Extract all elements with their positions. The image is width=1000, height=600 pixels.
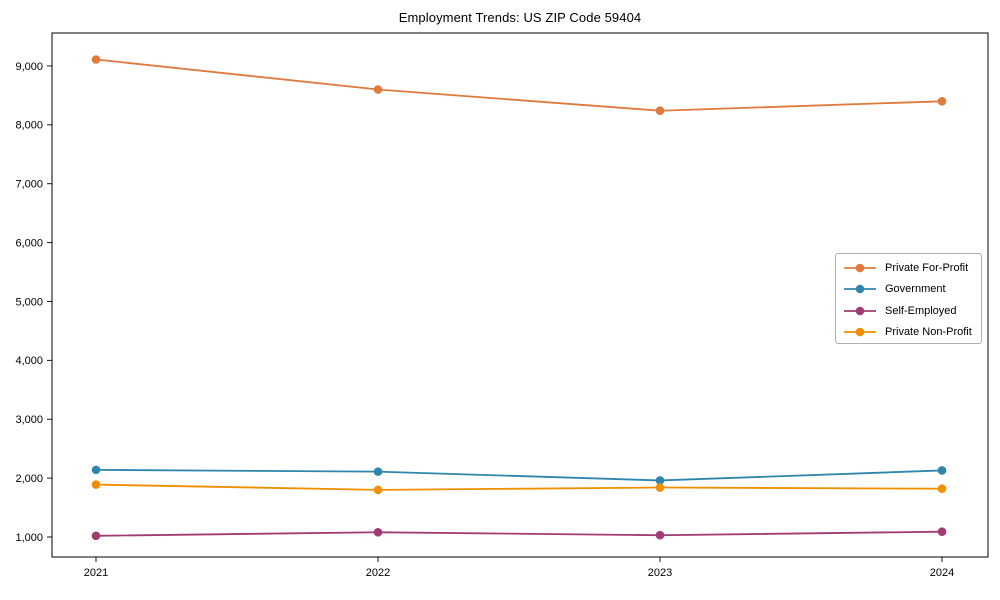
data-point-marker (91, 531, 101, 541)
y-tick-label: 5,000 (15, 296, 43, 308)
chart-title: Employment Trends: US ZIP Code 59404 (398, 10, 642, 25)
data-point-marker (373, 527, 383, 537)
data-point-marker (655, 106, 665, 116)
series-government (91, 465, 947, 485)
data-point-marker (373, 467, 383, 476)
data-point-marker (655, 483, 665, 492)
series-self-employed (91, 527, 947, 541)
legend-label: Private For-Profit (885, 261, 969, 274)
x-tick-label: 2024 (930, 567, 954, 579)
x-tick-label: 2022 (366, 567, 390, 579)
y-tick-label: 1,000 (15, 532, 43, 544)
legend-label: Self-Employed (885, 304, 957, 317)
legend-label: Government (885, 283, 946, 296)
series-line (95, 468, 943, 482)
y-tick-label: 8,000 (15, 120, 43, 132)
x-tick-label: 2021 (84, 567, 108, 579)
legend-item-private-non-profit: Private Non-Profit (843, 322, 975, 344)
legend: Private For-Profit Government Self-Emplo… (835, 253, 982, 344)
data-point-marker (937, 466, 947, 475)
data-point-marker (937, 527, 947, 536)
line-marker-icon (844, 284, 876, 294)
line-marker-icon (844, 306, 876, 316)
data-point-marker (373, 485, 383, 495)
data-point-marker (655, 530, 665, 540)
legend-item-self-employed: Self-Employed (843, 300, 975, 322)
series-private-for-profit (91, 55, 947, 116)
y-tick-label: 3,000 (15, 414, 43, 426)
series-private-non-profit (91, 480, 947, 495)
legend-item-private-for-profit: Private For-Profit (843, 257, 975, 279)
y-tick-label: 2,000 (15, 473, 43, 485)
line-marker-icon (844, 263, 876, 273)
series-line (95, 483, 943, 491)
series-line (95, 530, 943, 537)
data-point-marker (937, 484, 947, 494)
plot-frame (51, 32, 989, 558)
data-point-marker (91, 465, 101, 475)
legend-label: Private Non-Profit (885, 326, 972, 339)
data-point-marker (655, 476, 665, 485)
data-point-marker (91, 480, 101, 489)
data-point-marker (937, 96, 947, 106)
y-tick-label: 4,000 (15, 355, 43, 367)
y-tick-label: 7,000 (15, 179, 43, 191)
line-marker-icon (844, 327, 876, 337)
data-point-marker (373, 85, 383, 94)
x-axis: 2021 2022 2023 2024 (84, 557, 954, 579)
y-tick-label: 9,000 (15, 61, 43, 73)
x-tick-label: 2023 (648, 567, 672, 579)
data-point-marker (91, 55, 101, 64)
legend-item-government: Government (843, 279, 975, 301)
series-line (95, 58, 943, 112)
y-tick-label: 6,000 (15, 237, 43, 249)
y-axis: 1,000 2,000 3,000 4,000 5,000 6,000 7,000 8,000… (15, 61, 52, 544)
